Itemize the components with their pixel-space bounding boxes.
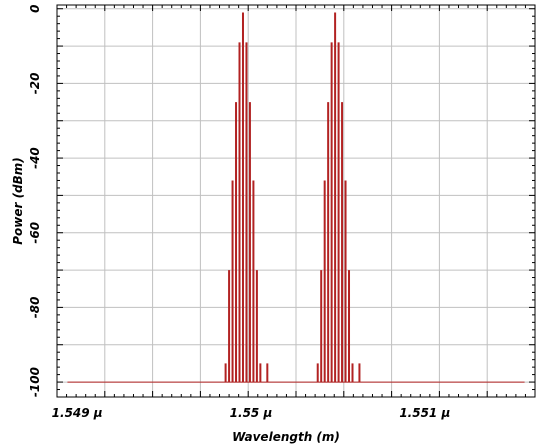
- axis-ticks: [56, 5, 536, 398]
- x-axis-title: Wavelength (m): [232, 430, 340, 444]
- y-tick-label: -100: [28, 367, 42, 397]
- y-tick-label: -60: [28, 222, 42, 244]
- spectral-lines: [224, 12, 361, 383]
- y-tick-label: -40: [28, 147, 42, 169]
- y-tick-label: -20: [28, 73, 42, 95]
- x-tick-label: 1.55 μ: [230, 406, 273, 420]
- y-tick-label: 0: [28, 5, 42, 13]
- tick-labels: 1.549 μ 1.55 μ 1.551 μ 0 -20 -40 -60 -80 -100: [28, 5, 450, 420]
- grid-lines: [57, 5, 535, 397]
- x-tick-label: 1.549 μ: [52, 406, 103, 420]
- y-tick-label: -80: [28, 297, 42, 319]
- x-tick-label: 1.551 μ: [399, 406, 450, 420]
- y-axis-title: Power (dBm): [11, 157, 25, 245]
